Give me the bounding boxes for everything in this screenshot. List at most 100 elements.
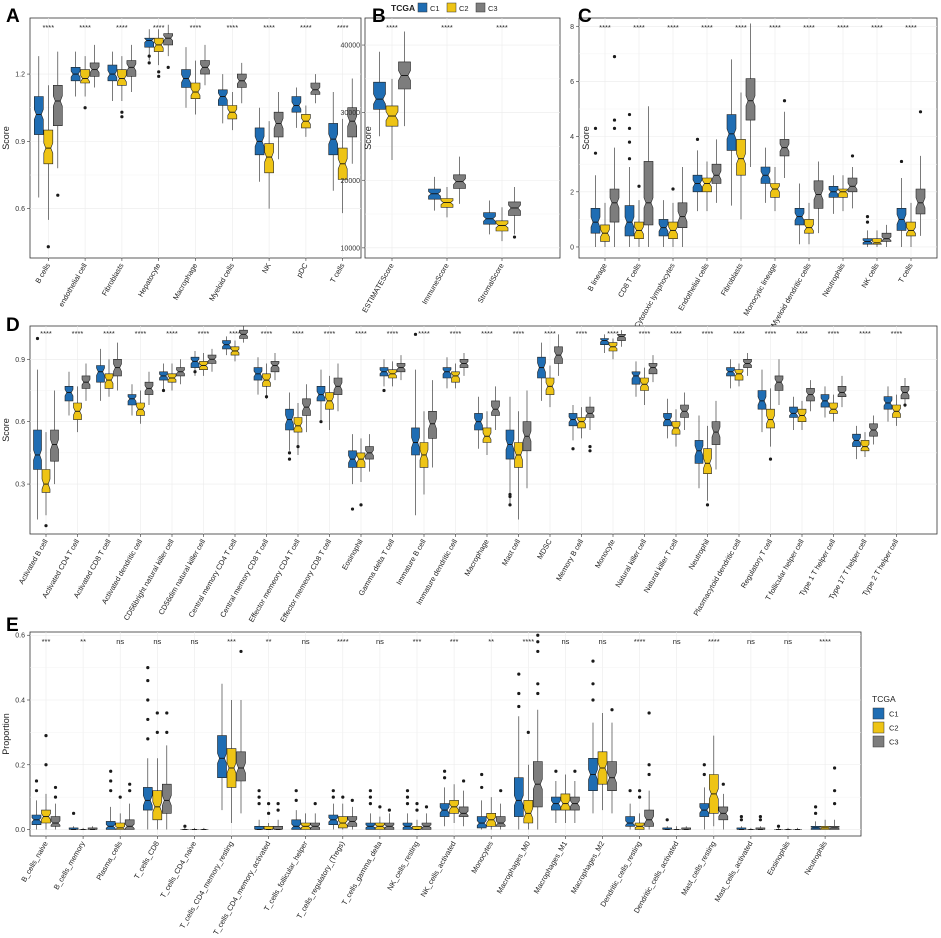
box-c3: [643, 161, 654, 226]
x-tick-label: Memory B cell: [554, 537, 585, 582]
box-c1: [625, 816, 635, 827]
box-c2: [337, 816, 348, 829]
box-c1: [291, 819, 302, 830]
x-tick-label: NK: [260, 261, 273, 274]
outlier-point: [443, 769, 447, 773]
x-tick-label: Hepatocyte: [136, 262, 162, 299]
box-c1: [442, 367, 452, 379]
outlier-point: [157, 70, 161, 74]
outlier-point: [588, 445, 592, 449]
box-c2: [412, 825, 422, 830]
y-axis-title: Score: [1, 126, 11, 150]
x-tick-label: Endothelial cells: [676, 261, 711, 312]
outlier-point: [512, 235, 517, 239]
significance-label: ****: [522, 637, 534, 646]
outlier-point: [850, 154, 855, 158]
x-tick-label: T cells: [328, 261, 347, 284]
panel-letter: C: [578, 6, 592, 27]
x-tick-label: Macrophages_M1: [532, 840, 569, 896]
box-c3: [52, 85, 63, 126]
y-axis-title: Proportion: [1, 713, 11, 755]
box-c1: [96, 365, 105, 383]
legend-label-c2: C2: [459, 4, 469, 13]
outlier-point: [264, 395, 269, 399]
outlier-point: [257, 795, 261, 799]
significance-label: ****: [633, 23, 645, 32]
box-c2: [766, 408, 775, 429]
box-c2: [523, 800, 534, 824]
significance-label: ****: [634, 637, 646, 646]
box-c1: [254, 825, 264, 830]
y-tick-label: 0: [570, 244, 574, 251]
outlier-point: [53, 795, 58, 799]
outlier-point: [536, 649, 540, 654]
significance-label: ****: [450, 329, 462, 338]
x-tick-label: Neutrophils: [820, 261, 847, 298]
outlier-point: [899, 159, 904, 164]
outlier-point: [405, 789, 410, 793]
box-c1: [476, 816, 487, 829]
significance-label: ***: [227, 637, 236, 646]
box-c3: [347, 107, 358, 138]
box-c2: [152, 790, 163, 821]
x-tick-label: T_cells_gamma_delta: [340, 839, 384, 907]
significance-label: ****: [198, 329, 210, 338]
significance-label: ****: [607, 329, 619, 338]
outlier-point: [517, 672, 521, 676]
outlier-point: [157, 74, 161, 78]
outlier-point: [591, 682, 595, 686]
significance-label: ****: [670, 329, 682, 338]
box-c3: [644, 809, 654, 827]
box-c2: [41, 469, 51, 493]
box-c1: [291, 96, 302, 113]
outlier-point: [413, 332, 418, 336]
outlier-point: [647, 763, 651, 767]
outlier-point: [612, 126, 617, 130]
panel-background: [364, 17, 561, 259]
y-axis-title: Score: [1, 418, 11, 442]
outlier-point: [721, 782, 725, 786]
significance-label: ****: [337, 23, 349, 32]
x-tick-label: B_cells_naive: [19, 840, 50, 884]
outlier-point: [637, 184, 641, 188]
outlier-point: [536, 640, 540, 644]
box-c3: [428, 410, 437, 439]
outlier-point: [109, 769, 113, 773]
significance-label: ****: [337, 637, 349, 646]
outlier-point: [53, 785, 58, 790]
box-c1: [631, 371, 641, 385]
x-tick-label: Mast cell: [500, 537, 523, 567]
outlier-point: [536, 691, 540, 696]
significance-label: ****: [79, 23, 91, 32]
outlier-point: [378, 805, 382, 809]
significance-label: ****: [905, 23, 917, 32]
x-tick-label: Macrophage: [462, 538, 490, 578]
outlier-point: [287, 457, 292, 461]
outlier-point: [46, 245, 50, 249]
outlier-point: [758, 818, 763, 822]
significance-label: ****: [871, 23, 883, 32]
box-c3: [745, 78, 756, 121]
outlier-point: [480, 785, 484, 790]
outlier-point: [165, 711, 169, 715]
outlier-point: [588, 449, 592, 453]
outlier-point: [814, 805, 818, 809]
outlier-point: [499, 789, 503, 793]
outlier-point: [591, 659, 595, 663]
legend-label-c3: C3: [488, 4, 498, 13]
outlier-point: [276, 808, 280, 812]
box-c3: [495, 816, 506, 827]
box-c3: [837, 385, 847, 398]
outlier-point: [276, 802, 280, 806]
box-c1: [411, 427, 420, 456]
outlier-point: [257, 802, 261, 806]
significance-label: ns: [747, 637, 755, 646]
outlier-point: [239, 649, 243, 654]
outlier-point: [593, 126, 598, 130]
box-c2: [451, 371, 460, 383]
legend-label-c1: C1: [889, 710, 899, 719]
box-c2: [906, 221, 916, 237]
outlier-point: [647, 772, 651, 777]
box-c3: [273, 111, 284, 138]
outlier-point: [638, 795, 642, 799]
